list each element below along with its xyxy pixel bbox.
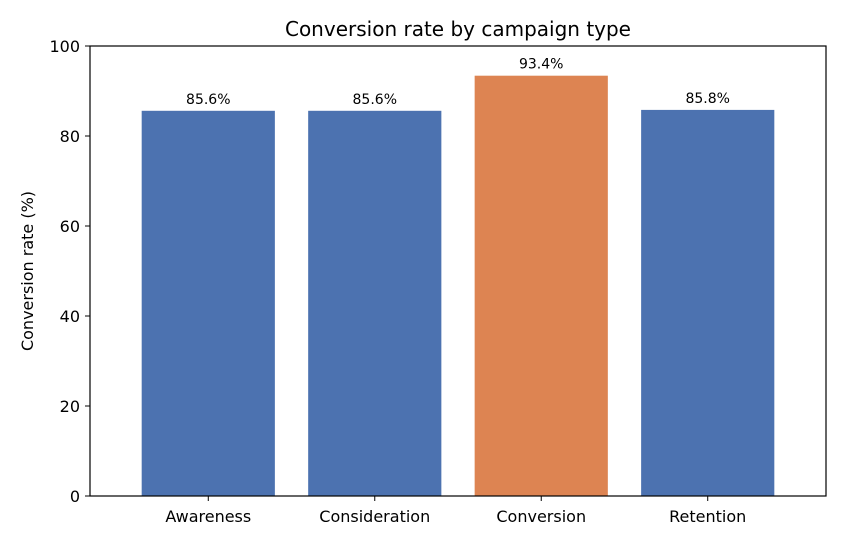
data-labels-layer: 85.6% 85.6% 93.4% 85.8% [186,57,730,108]
data-label-retention: 85.8% [685,91,729,107]
plot-frame [89,45,827,497]
y-tick-label-0: 0 [70,487,80,506]
x-tick-label-awareness: Awareness [165,507,251,526]
x-tick-label-consideration: Consideration [319,507,430,526]
bar-awareness [141,110,275,497]
y-tick-label-80: 80 [60,127,80,146]
y-axis-label: Conversion rate (%) [18,191,37,351]
data-label-consideration: 85.6% [353,92,397,108]
bar-conversion [474,75,608,496]
bar-consideration [308,110,442,497]
x-axis: Awareness Consideration Conversion Retentio… [165,496,746,526]
y-tick-label-20: 20 [60,397,80,416]
chart-title: Conversion rate by campaign type [285,17,631,41]
data-label-awareness: 85.6% [186,92,230,108]
y-tick-label-60: 60 [60,217,80,236]
bars-layer [141,75,775,497]
y-tick-label-40: 40 [60,307,80,326]
y-axis: 0 20 40 60 80 100 [49,37,90,506]
x-tick-label-retention: Retention [669,507,746,526]
y-tick-label-100: 100 [49,37,80,56]
x-tick-label-conversion: Conversion [496,507,586,526]
bar-retention [641,109,775,497]
data-label-conversion: 93.4% [519,57,563,73]
